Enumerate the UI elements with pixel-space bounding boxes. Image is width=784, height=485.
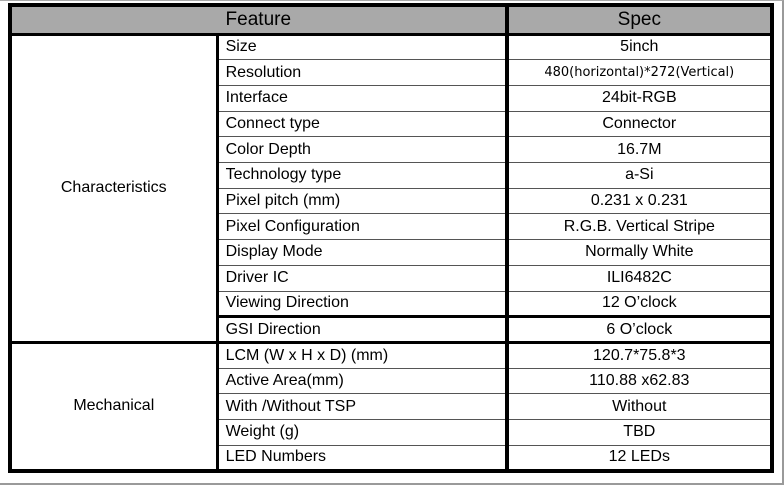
table-header-row: Feature Spec xyxy=(10,5,772,36)
spec-cell-pixel-pitch: 0.231 x 0.231 xyxy=(506,187,772,214)
table-row: Active Area(mm) 110.88 x62.83 xyxy=(10,367,772,394)
spec-cell-tsp: Without xyxy=(506,393,772,420)
spec-cell-technology-type: a-Si xyxy=(506,162,772,189)
feature-cell-color-depth: Color Depth xyxy=(217,136,509,163)
table-row: With /Without TSP Without xyxy=(10,393,772,420)
feature-cell-technology-type: Technology type xyxy=(217,162,509,189)
feature-cell-tsp: With /Without TSP xyxy=(217,393,509,420)
group-cell-mechanical: Mechanical xyxy=(10,340,219,471)
feature-cell-pixel-pitch: Pixel pitch (mm) xyxy=(217,187,509,214)
feature-cell-interface: Interface xyxy=(217,84,509,112)
table-row: LED Numbers 12 LEDs xyxy=(10,444,772,471)
spec-cell-gsi-direction: 6 O’clock xyxy=(506,315,772,343)
spec-cell-size: 5inch xyxy=(506,33,772,60)
table-row: Viewing Direction 12 O’clock xyxy=(10,290,772,317)
feature-cell-pixel-configuration: Pixel Configuration xyxy=(217,213,509,240)
table-row: Color Depth 16.7M xyxy=(10,136,772,163)
feature-cell-lcm-dimensions: LCM (W x H x D) (mm) xyxy=(217,340,509,369)
table-row: Pixel Configuration R.G.B. Vertical Stri… xyxy=(10,213,772,240)
table-row: Characteristics Size 5inch xyxy=(10,33,772,343)
spec-cell-lcm-dimensions: 120.7*75.8*3 xyxy=(506,340,772,369)
group-cell-characteristics: Characteristics xyxy=(10,34,219,343)
column-header-spec: Spec xyxy=(506,5,772,36)
lcd-spec-table: Feature Spec Characteristics Size 5inch … xyxy=(8,3,774,473)
table-row: Pixel pitch (mm) 0.231 x 0.231 xyxy=(10,187,772,214)
feature-cell-connect-type: Connect type xyxy=(217,110,509,137)
table-row: Display Mode Normally White xyxy=(10,239,772,266)
table-row: Weight (g) TBD xyxy=(10,419,772,446)
feature-cell-driver-ic: Driver IC xyxy=(217,264,509,292)
spec-cell-display-mode: Normally White xyxy=(506,239,772,266)
feature-cell-led-numbers: LED Numbers xyxy=(217,444,509,471)
spec-cell-connect-type: Connector xyxy=(506,110,772,137)
spec-cell-led-numbers: 12 LEDs xyxy=(506,444,772,471)
spec-cell-resolution: 480(horizontal)*272(Vertical) xyxy=(506,59,772,86)
feature-cell-active-area: Active Area(mm) xyxy=(217,367,509,394)
feature-cell-size: Size xyxy=(217,33,509,60)
spec-cell-interface: 24bit-RGB xyxy=(506,84,772,112)
feature-cell-resolution: Resolution xyxy=(217,59,509,86)
table-row: Interface 24bit-RGB xyxy=(10,84,772,112)
feature-cell-weight: Weight (g) xyxy=(217,419,509,446)
feature-cell-gsi-direction: GSI Direction xyxy=(217,315,509,343)
spec-cell-driver-ic: ILI6482C xyxy=(506,264,772,292)
spec-cell-color-depth: 16.7M xyxy=(506,136,772,163)
table-row: Technology type a-Si xyxy=(10,162,772,189)
feature-cell-viewing-direction: Viewing Direction xyxy=(217,290,509,317)
table-row: Connect type Connector xyxy=(10,110,772,137)
spec-cell-viewing-direction: 12 O’clock xyxy=(506,290,772,317)
table-row: Resolution 480(horizontal)*272(Vertical) xyxy=(10,59,772,86)
spec-cell-pixel-configuration: R.G.B. Vertical Stripe xyxy=(506,213,772,240)
table-row: Driver IC ILI6482C xyxy=(10,264,772,292)
spec-cell-weight: TBD xyxy=(506,419,772,446)
table-row: GSI Direction 6 O’clock xyxy=(10,315,772,343)
column-header-feature: Feature xyxy=(10,5,509,36)
table-row: Mechanical LCM (W x H x D) (mm) 120.7*75… xyxy=(10,340,772,471)
spec-cell-active-area: 110.88 x62.83 xyxy=(506,367,772,394)
feature-cell-display-mode: Display Mode xyxy=(217,239,509,266)
